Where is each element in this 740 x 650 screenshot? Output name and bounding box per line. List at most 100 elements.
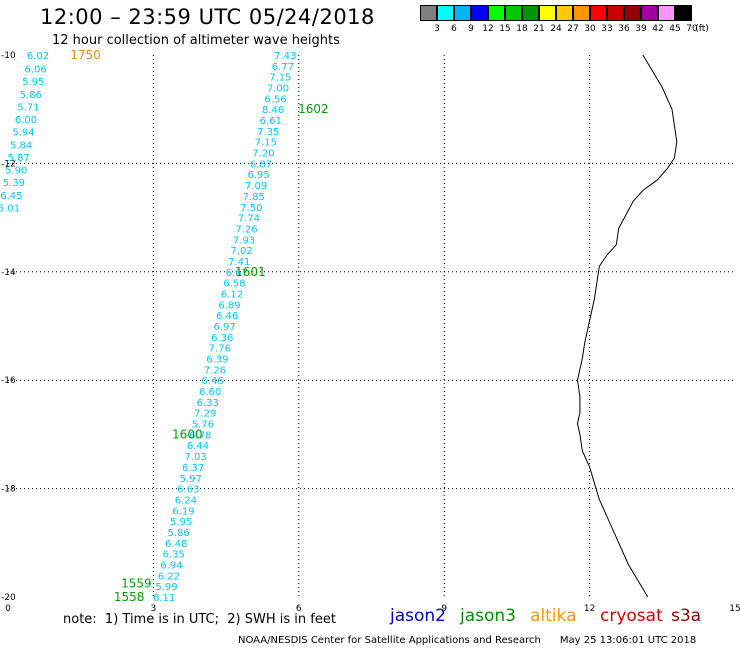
swh-value: 7.09	[245, 181, 267, 192]
y-tick-label: -14	[1, 268, 16, 278]
swh-value: 6.63	[177, 485, 199, 496]
swh-value: 7.35	[257, 127, 279, 138]
swh-value: 6.61	[260, 116, 282, 127]
swh-value: 6.39	[206, 355, 228, 366]
color-scale-tick: 30	[584, 24, 596, 34]
swh-value: 5.90	[5, 165, 27, 176]
swh-value: 5.86	[167, 528, 189, 539]
color-scale-tick: 21	[533, 24, 545, 34]
color-swatch	[420, 5, 437, 21]
swh-value: 6.77	[272, 62, 294, 73]
swh-value: 6.89	[218, 300, 240, 311]
swh-value: 7.85	[243, 192, 265, 203]
y-tick-label: -16	[1, 376, 16, 386]
swh-value: 7.02	[230, 246, 252, 257]
swh-value: 6.19	[172, 506, 194, 517]
color-scale-tick: 3	[434, 24, 440, 34]
color-swatch	[539, 5, 556, 21]
color-scale-tick: 12	[482, 24, 494, 34]
swh-value: 7.15	[255, 138, 277, 149]
color-swatch	[556, 5, 573, 21]
color-scale-tick: 24	[550, 24, 562, 34]
pass-time-label: 1750	[70, 48, 101, 62]
swh-value: 5.87	[8, 153, 30, 164]
swh-value: 5.39	[3, 178, 25, 189]
footer-credit: NOAA/NESDIS Center for Satellite Applica…	[238, 635, 697, 646]
swh-value: 5.76	[192, 420, 214, 431]
swh-value: 8.46	[262, 105, 284, 116]
color-scale-tick: 36	[618, 24, 630, 34]
swh-value: 6.60	[199, 387, 221, 398]
swh-value: 7.74	[238, 214, 260, 225]
color-scale-tick: 9	[468, 24, 474, 34]
color-scale-tick: 18	[516, 24, 528, 34]
color-swatch	[573, 5, 590, 21]
swh-value: 7.03	[184, 452, 206, 463]
swh-value: 7.20	[252, 149, 274, 160]
x-tick-label: 3	[151, 604, 157, 614]
swh-value: 6.11	[153, 593, 175, 604]
pass-time-label: 1600	[172, 427, 203, 441]
swh-value: 6.35	[163, 550, 185, 561]
swh-value: 6.48	[165, 539, 187, 550]
page-title: 12:00 – 23:59 UTC 05/24/2018	[40, 5, 375, 29]
swh-value: 6.00	[15, 115, 37, 126]
color-swatch	[658, 5, 675, 21]
pass-time-label: 1559	[121, 576, 152, 590]
swh-value: 5.95	[170, 517, 192, 528]
color-scale-tick: 6	[451, 24, 457, 34]
swh-value: 6.67	[226, 268, 248, 279]
swh-value: 5.94	[12, 127, 34, 138]
swh-value: 6.94	[160, 560, 182, 571]
swh-value: 6.78	[189, 430, 211, 441]
swh-value: 7.26	[204, 365, 226, 376]
color-swatch	[522, 5, 539, 21]
satellite-label-cryosat: cryosat	[600, 606, 663, 626]
pass-time-label: 1601	[235, 265, 266, 279]
swh-value: 7.76	[209, 344, 231, 355]
swh-value: 6.33	[197, 398, 219, 409]
swh-value: 6.56	[264, 94, 286, 105]
color-swatch	[675, 5, 692, 21]
x-tick-label: 9	[441, 604, 447, 614]
swh-value: 5.86	[20, 90, 42, 101]
color-swatch	[471, 5, 488, 21]
color-scale-tick: 15	[499, 24, 511, 34]
y-tick-label: -18	[1, 485, 16, 495]
x-tick-label: 6	[296, 604, 302, 614]
color-swatch	[454, 5, 471, 21]
color-scale-tick: 39	[635, 24, 647, 34]
swh-value: 6.45	[0, 191, 22, 202]
color-scale-tick: 70	[686, 24, 698, 34]
color-swatch	[590, 5, 607, 21]
x-tick-label: 12	[584, 604, 595, 614]
swh-value: 7.43	[274, 51, 296, 62]
swh-value: 5.99	[155, 582, 177, 593]
swh-value: 6.58	[223, 279, 245, 290]
color-swatch	[437, 5, 454, 21]
page-subtitle: 12 hour collection of altimeter wave hei…	[52, 33, 340, 48]
color-swatch	[505, 5, 522, 21]
satellite-label-jason3: jason3	[460, 606, 516, 626]
swh-value: 5.71	[17, 102, 39, 113]
coastline	[576, 54, 678, 598]
swh-value: 5.84	[10, 140, 32, 151]
satellite-label-altika: altika	[530, 606, 577, 626]
swh-value: 7.15	[269, 73, 291, 84]
swh-value: 6.46	[201, 376, 223, 387]
swh-value: 6.46	[216, 311, 238, 322]
swh-value: 5.95	[22, 77, 44, 88]
swh-value: 7.26	[235, 224, 257, 235]
color-scale-unit: (ft)	[695, 24, 709, 34]
swh-value: 7.00	[267, 84, 289, 95]
color-scale-tick: 45	[669, 24, 681, 34]
color-swatch	[641, 5, 658, 21]
swh-value: 6.24	[175, 495, 197, 506]
swh-value: 7.93	[233, 235, 255, 246]
pass-time-label: 1602	[298, 102, 329, 116]
swh-value: 5.97	[180, 474, 202, 485]
swh-value: 6.12	[221, 289, 243, 300]
y-tick-label: -12	[1, 159, 16, 169]
swh-value: 6.97	[214, 322, 236, 333]
